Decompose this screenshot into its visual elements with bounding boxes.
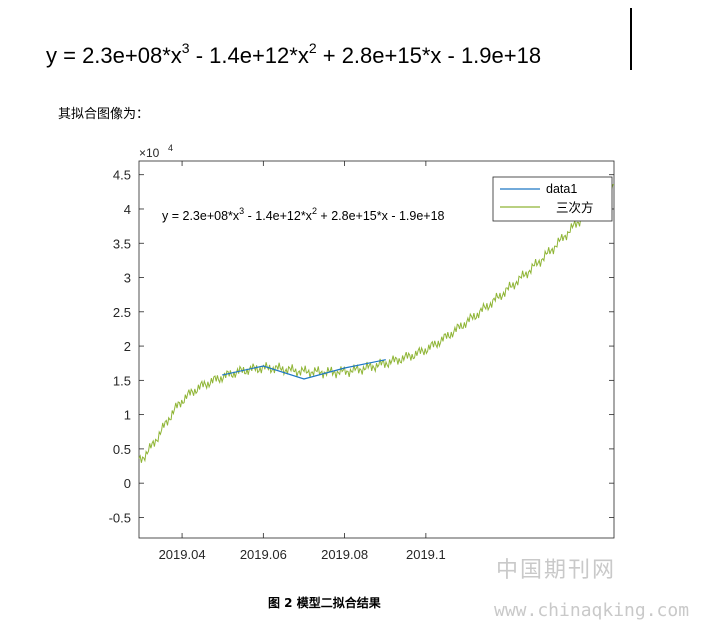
y-tick-label: 3.5 [113,236,131,251]
y-tick-label: 3 [124,271,131,286]
y-tick-label: 0 [124,476,131,491]
legend-box [492,176,613,222]
series-line-fit [138,183,615,463]
y-exponent-power: 4 [168,143,173,153]
data1-point [384,359,386,361]
y-tick-label: 1.5 [113,373,131,388]
y-exponent-label: ×10 [139,146,160,160]
watermark-cn: 中国期刊网 [496,558,617,583]
x-tick-label: 2019.06 [240,547,287,562]
x-tick-label: 2019.04 [159,547,206,562]
legend-label-data1: data1 [546,182,577,196]
y-tick-label: 4.5 [113,168,131,183]
plot-area [138,160,615,539]
intro-text: 其拟合图像为： [58,107,150,122]
formula-heading: y = 2.3e+08*x3 - 1.4e+12*x2 + 2.8e+15*x … [46,40,542,68]
chart-annotation: y = 2.3e+08*x3 - 1.4e+12*x2 + 2.8e+15*x … [162,206,445,223]
data1-point [262,365,264,367]
watermark-url: www.chinaqking.com [494,600,690,621]
data1-point [344,367,346,369]
y-tick-label: 2.5 [113,305,131,320]
y-tick-label: 4 [124,202,131,217]
x-tick-label: 2019.08 [321,547,368,562]
x-tick-label: 2019.1 [406,547,446,562]
figure-caption: 图 2 模型二拟合结果 [268,596,381,610]
y-tick-label: 2 [124,339,131,354]
y-tick-label: 0.5 [113,442,131,457]
y-tick-label: 1 [124,408,131,423]
data1-point [222,374,224,376]
data1-point [303,378,305,380]
text-cursor-bar [630,8,632,70]
legend-label-fit: 三次方 [556,200,594,215]
y-tick-label: -0.5 [109,510,131,525]
